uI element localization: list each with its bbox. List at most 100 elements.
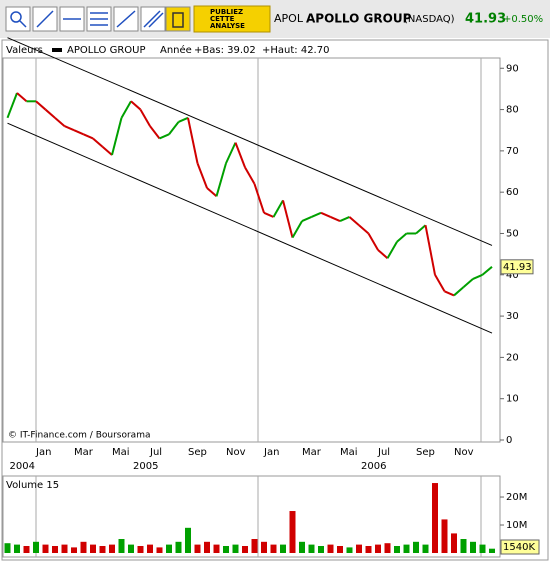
y-tick-label: 20 (506, 352, 519, 363)
volume-bar (337, 546, 343, 553)
price-segment (120, 100, 132, 119)
price-segment (6, 92, 18, 119)
y-tick-label: 30 (506, 311, 519, 322)
price-segment (358, 224, 370, 235)
volume-bar (80, 541, 87, 553)
volume-bar (346, 547, 353, 553)
year-label: 2005 (133, 461, 158, 472)
volume-bar (61, 544, 68, 553)
year-lines (35, 58, 482, 557)
zoom-button[interactable] (5, 6, 31, 32)
price-segment (424, 225, 436, 275)
last-price: 41.93 (503, 262, 532, 273)
price-segment (462, 278, 474, 288)
price-segment (178, 116, 189, 123)
volume-bar (365, 546, 372, 553)
price-segment (367, 232, 379, 251)
price-segment (92, 137, 104, 148)
volume-bar (251, 539, 258, 553)
symbol: APOL (274, 12, 304, 25)
ad-text: PUBLIEZ (210, 8, 243, 16)
volume-bar (175, 541, 182, 553)
volume-bar (413, 541, 419, 553)
volume-bar (128, 544, 134, 553)
volume-bar (14, 544, 20, 553)
price-segment (215, 162, 227, 197)
price-segment (35, 100, 47, 111)
volume-bar (394, 546, 400, 553)
volume-bar (166, 544, 172, 553)
toolbar-icons (10, 10, 184, 28)
y-tick-label: 50 (506, 228, 519, 239)
volume-bar (109, 544, 115, 553)
price-segment (481, 266, 493, 276)
volume-bar (71, 547, 77, 553)
x-tick-label: Jan (263, 447, 279, 458)
ad-banner[interactable] (193, 5, 271, 33)
volume-bar (460, 539, 467, 553)
trend-line (7, 37, 493, 246)
price-segment (244, 166, 256, 185)
volume-bar (270, 544, 277, 553)
volume-bar (223, 546, 229, 553)
x-tick-label: Sep (188, 447, 207, 458)
x-tick-label: Jan (35, 447, 51, 458)
price-segment (73, 129, 84, 136)
price-panel (2, 57, 501, 443)
volume-bar (470, 541, 476, 553)
price-segment (54, 117, 66, 127)
y-tick-label: 40 (506, 270, 519, 281)
price-segment (434, 274, 446, 292)
price-segment (415, 224, 427, 235)
source: © IT-Finance.com / Boursorama (8, 431, 150, 441)
price-segment (206, 187, 218, 198)
price-segment (16, 92, 28, 103)
x-tick-label: Jul (149, 447, 162, 458)
price-segment (472, 273, 483, 280)
price: 41.93 (465, 12, 506, 27)
price-segment (263, 211, 274, 218)
y-tick-label: 10M (506, 520, 527, 531)
volume-bar (90, 544, 96, 553)
legend-title: Valeurs (6, 45, 43, 56)
price-segment (301, 216, 312, 223)
price-segment (339, 216, 350, 223)
high-label: +Haut: 42.70 (262, 45, 329, 56)
volume-bar (479, 544, 486, 553)
volume-bar (156, 547, 163, 553)
volume-bar (99, 546, 106, 553)
volume-bar (422, 544, 429, 553)
volume-bar (52, 546, 58, 553)
price-segment (348, 216, 360, 226)
price-segment (139, 109, 151, 127)
price-segment (386, 241, 398, 259)
price-segment (64, 125, 75, 132)
year-label: 2006 (361, 461, 386, 472)
volume-bar (232, 544, 239, 553)
y-tick-label: 0 (506, 435, 512, 446)
x-tick-label: Mar (302, 447, 322, 458)
price-segment (272, 199, 284, 218)
price-segment (291, 220, 303, 239)
x-tick-label: Mai (112, 447, 130, 458)
last-volume-box (500, 539, 540, 555)
volume-bar (204, 541, 210, 553)
price-segment (111, 117, 123, 156)
volume-panel (2, 475, 501, 558)
market: (NASDAQ) (404, 14, 455, 25)
volume-bar (356, 544, 362, 553)
year-label: 2004 (10, 461, 35, 472)
y-tick-label: 60 (506, 187, 519, 198)
price-segment (330, 216, 341, 223)
volume-bar (375, 544, 381, 553)
volume-bar (289, 511, 296, 553)
price-segment (149, 125, 161, 140)
y-tick-label: 90 (506, 63, 519, 74)
last-volume: 1540K (503, 542, 535, 553)
volume-bar (23, 546, 30, 553)
price-segment (44, 108, 56, 119)
price-segment (196, 162, 208, 189)
volume-bar (4, 543, 11, 553)
volume-bar (42, 544, 49, 553)
